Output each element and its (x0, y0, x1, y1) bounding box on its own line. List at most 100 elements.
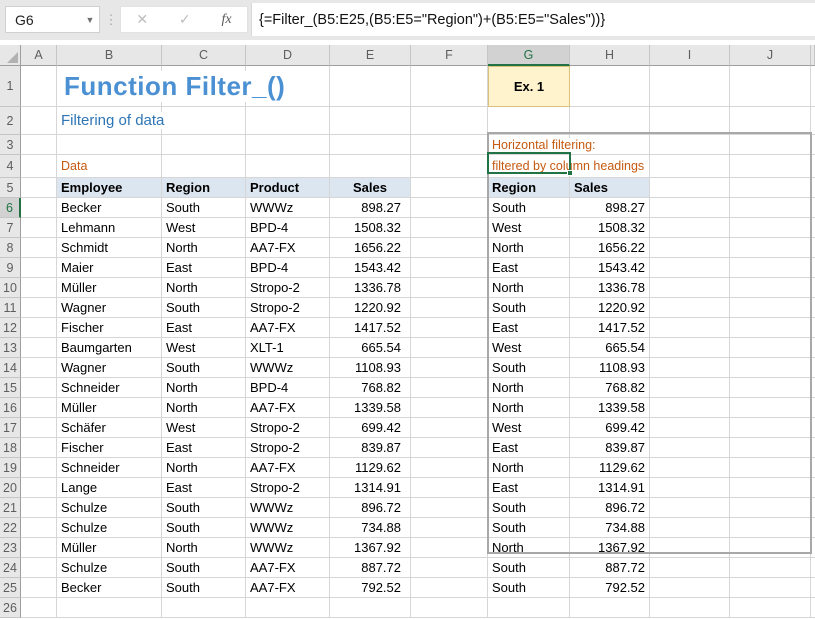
cell-E20[interactable]: 1314.91 (330, 478, 411, 498)
cell-G13[interactable]: West (488, 338, 570, 358)
cell-F10[interactable] (411, 278, 488, 298)
cell-H2[interactable] (570, 107, 650, 135)
row-header-2[interactable]: 2 (0, 107, 21, 135)
cell-F23[interactable] (411, 538, 488, 558)
cell-H14[interactable]: 1108.93 (570, 358, 650, 378)
cell-I9[interactable] (650, 258, 730, 278)
cell-G16[interactable]: North (488, 398, 570, 418)
cell-C23[interactable]: North (162, 538, 246, 558)
cell-F18[interactable] (411, 438, 488, 458)
cell-G4[interactable]: filtered by column headings (488, 155, 650, 178)
cell-H8[interactable]: 1656.22 (570, 238, 650, 258)
cell-C8[interactable]: North (162, 238, 246, 258)
cell-H6[interactable]: 898.27 (570, 198, 650, 218)
cell-C2[interactable] (162, 107, 246, 135)
cell-D10[interactable]: Stropo-2 (246, 278, 330, 298)
cell-B9[interactable]: Maier (57, 258, 162, 278)
cell-H22[interactable]: 734.88 (570, 518, 650, 538)
row-header-20[interactable]: 20 (0, 478, 21, 498)
cell-C4[interactable] (162, 155, 246, 178)
cell-D9[interactable]: BPD-4 (246, 258, 330, 278)
cell-B17[interactable]: Schäfer (57, 418, 162, 438)
cell-F6[interactable] (411, 198, 488, 218)
cell-H20[interactable]: 1314.91 (570, 478, 650, 498)
cell-E8[interactable]: 1656.22 (330, 238, 411, 258)
cell-F9[interactable] (411, 258, 488, 278)
cell-C3[interactable] (162, 135, 246, 155)
cell-I15[interactable] (650, 378, 730, 398)
cell-G2[interactable] (488, 107, 570, 135)
name-box[interactable]: G6 ▼ (5, 6, 100, 33)
cell-H23[interactable]: 1367.92 (570, 538, 650, 558)
cell-C21[interactable]: South (162, 498, 246, 518)
cell-C18[interactable]: East (162, 438, 246, 458)
cell-D12[interactable]: AA7-FX (246, 318, 330, 338)
row-header-18[interactable]: 18 (0, 438, 21, 458)
cell-E21[interactable]: 896.72 (330, 498, 411, 518)
cell-A22[interactable] (21, 518, 57, 538)
cell-G19[interactable]: North (488, 458, 570, 478)
cell-E13[interactable]: 665.54 (330, 338, 411, 358)
cell-D8[interactable]: AA7-FX (246, 238, 330, 258)
cell-I21[interactable] (650, 498, 730, 518)
row-header-26[interactable]: 26 (0, 598, 21, 618)
cell-J20[interactable] (730, 478, 811, 498)
cell-G23[interactable]: North (488, 538, 570, 558)
cell-E17[interactable]: 699.42 (330, 418, 411, 438)
row-header-3[interactable]: 3 (0, 135, 21, 155)
cell-H9[interactable]: 1543.42 (570, 258, 650, 278)
cell-F13[interactable] (411, 338, 488, 358)
cell-E23[interactable]: 1367.92 (330, 538, 411, 558)
cell-J21[interactable] (730, 498, 811, 518)
cell-C14[interactable]: South (162, 358, 246, 378)
cell-J19[interactable] (730, 458, 811, 478)
cell-J24[interactable] (730, 558, 811, 578)
cell-G15[interactable]: North (488, 378, 570, 398)
cell-G18[interactable]: East (488, 438, 570, 458)
cell-I12[interactable] (650, 318, 730, 338)
cell-A12[interactable] (21, 318, 57, 338)
cell-C25[interactable]: South (162, 578, 246, 598)
cell-F5[interactable] (411, 178, 488, 198)
cell-J16[interactable] (730, 398, 811, 418)
cell-A21[interactable] (21, 498, 57, 518)
cell-H25[interactable]: 792.52 (570, 578, 650, 598)
formula-input[interactable]: {=Filter_(B5:E25,(B5:E5="Region")+(B5:E5… (251, 3, 815, 36)
column-header-J[interactable]: J (730, 45, 811, 66)
cell-J11[interactable] (730, 298, 811, 318)
cell-B25[interactable]: Becker (57, 578, 162, 598)
cell-E11[interactable]: 1220.92 (330, 298, 411, 318)
row-header-9[interactable]: 9 (0, 258, 21, 278)
cell-G10[interactable]: North (488, 278, 570, 298)
cell-G20[interactable]: East (488, 478, 570, 498)
row-header-1[interactable]: 1 (0, 66, 21, 107)
cell-F15[interactable] (411, 378, 488, 398)
cell-F3[interactable] (411, 135, 488, 155)
cell-B10[interactable]: Müller (57, 278, 162, 298)
cell-I18[interactable] (650, 438, 730, 458)
cell-B15[interactable]: Schneider (57, 378, 162, 398)
row-header-24[interactable]: 24 (0, 558, 21, 578)
cell-A23[interactable] (21, 538, 57, 558)
cell-C16[interactable]: North (162, 398, 246, 418)
cell-G22[interactable]: South (488, 518, 570, 538)
cell-H15[interactable]: 768.82 (570, 378, 650, 398)
cell-D20[interactable]: Stropo-2 (246, 478, 330, 498)
cell-B24[interactable]: Schulze (57, 558, 162, 578)
cell-J25[interactable] (730, 578, 811, 598)
cell-E6[interactable]: 898.27 (330, 198, 411, 218)
cell-E24[interactable]: 887.72 (330, 558, 411, 578)
cell-H18[interactable]: 839.87 (570, 438, 650, 458)
cell-B14[interactable]: Wagner (57, 358, 162, 378)
cell-G24[interactable]: South (488, 558, 570, 578)
cell-B26[interactable] (57, 598, 162, 618)
cell-C12[interactable]: East (162, 318, 246, 338)
cell-H26[interactable] (570, 598, 650, 618)
column-header-G[interactable]: G (488, 45, 570, 66)
cell-I20[interactable] (650, 478, 730, 498)
cell-G12[interactable]: East (488, 318, 570, 338)
select-all-corner[interactable] (0, 45, 21, 66)
cell-H1[interactable] (570, 66, 650, 107)
cell-I4[interactable] (650, 155, 730, 178)
cell-J8[interactable] (730, 238, 811, 258)
